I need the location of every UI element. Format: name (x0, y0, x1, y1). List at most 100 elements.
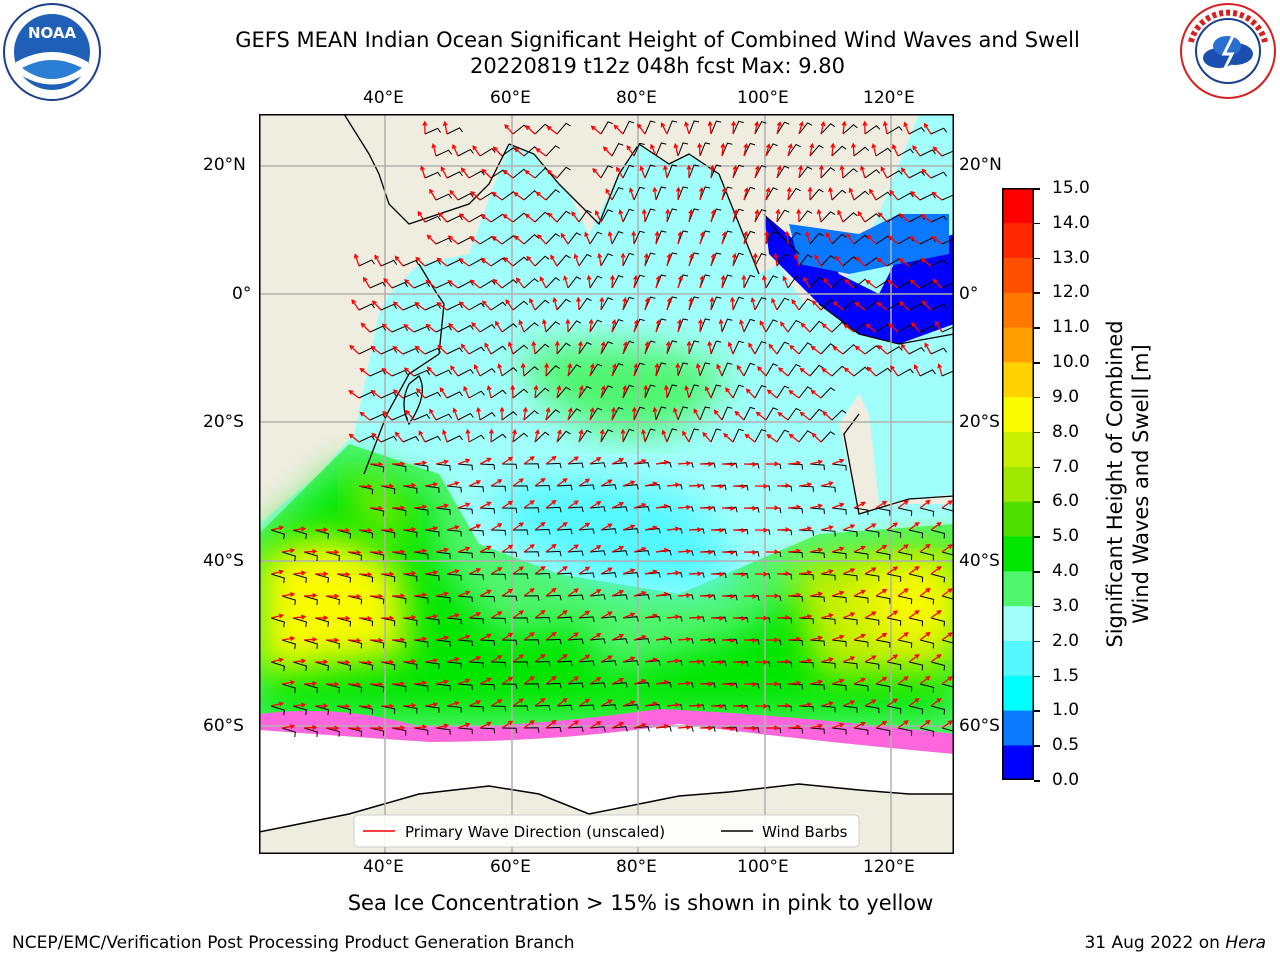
wave-direction-arrow (787, 636, 802, 642)
wave-direction-arrow (270, 613, 285, 619)
wind-barb (600, 484, 617, 490)
wind-barb (578, 253, 592, 267)
wind-barb (919, 149, 936, 157)
wave-direction-arrow (798, 614, 813, 620)
wave-direction-arrow (480, 257, 492, 267)
wave-direction-arrow (855, 256, 866, 267)
colorbar-tick-mark (1034, 745, 1040, 747)
wind-barb (941, 150, 954, 157)
wave-direction-arrow (699, 637, 714, 643)
wind-barb (809, 639, 825, 647)
wind-barb (523, 410, 539, 421)
wind-barb (886, 126, 903, 135)
wind-barb (699, 274, 711, 289)
wave-direction-arrow (413, 548, 428, 554)
wind-barb (864, 529, 880, 538)
wind-barb (545, 594, 562, 601)
wind-barb (941, 595, 954, 600)
wind-barb (501, 595, 518, 602)
wave-direction-arrow (710, 703, 725, 709)
wave-direction-arrow (880, 166, 888, 179)
wave-direction-arrow (435, 547, 450, 553)
wind-barb (567, 726, 584, 733)
wave-direction-arrow (534, 610, 546, 619)
wave-direction-arrow (358, 703, 373, 709)
colorbar-tick-label: 6.0 (1052, 491, 1080, 512)
colorbar-tick-label: 5.0 (1052, 526, 1080, 547)
wave-direction-arrow (675, 362, 681, 377)
wave-direction-arrow (821, 323, 833, 333)
wind-barb (908, 573, 924, 583)
wave-direction-arrow (941, 544, 953, 553)
wave-direction-arrow (468, 568, 482, 575)
wave-direction-arrow (380, 527, 395, 533)
wave-direction-arrow (314, 527, 329, 533)
wind-barb (886, 617, 902, 626)
wave-direction-arrow (686, 164, 692, 179)
wind-barb (314, 705, 330, 715)
wave-direction-arrow (578, 610, 591, 619)
wave-direction-arrow (798, 482, 813, 488)
wave-direction-arrow (545, 543, 557, 553)
wind-barb (501, 727, 518, 734)
wind-barb (402, 705, 418, 714)
wave-direction-arrow (592, 167, 602, 179)
wave-direction-arrow (660, 122, 668, 135)
colorbar-swatch (1002, 188, 1034, 224)
wind-barb (699, 406, 711, 421)
wave-direction-arrow (534, 698, 546, 707)
wind-barb (501, 279, 518, 289)
wind-barb (644, 208, 656, 223)
wave-direction-arrow (718, 318, 724, 333)
wave-direction-arrow (897, 588, 909, 597)
wave-direction-arrow (930, 653, 942, 663)
wind-barb (611, 186, 624, 201)
colorbar-tick-label: 1.5 (1052, 665, 1080, 686)
wave-direction-arrow (492, 278, 503, 289)
wave-direction-arrow (857, 210, 866, 223)
wind-barb (743, 230, 756, 245)
wind-barb (512, 661, 529, 667)
lat-tick-left: 20°N (203, 155, 246, 175)
wind-barb (358, 573, 374, 583)
wave-direction-arrow (675, 186, 681, 201)
colorbar-tick-mark (1034, 292, 1040, 294)
wave-direction-arrow (702, 431, 712, 443)
wind-barb (721, 230, 733, 245)
wave-direction-arrow (655, 319, 661, 333)
wave-direction-arrow (709, 296, 715, 311)
wind-barb (633, 142, 645, 157)
colorbar-tick-mark (1034, 257, 1040, 260)
wave-direction-arrow (732, 571, 747, 577)
wind-barb (677, 318, 689, 333)
wave-direction-arrow (754, 703, 769, 709)
wind-barb (457, 324, 474, 333)
wave-direction-arrow (776, 703, 791, 709)
wind-barb (875, 683, 891, 692)
wave-direction-arrow (864, 567, 877, 575)
wave-direction-arrow (292, 702, 307, 708)
wave-direction-arrow (654, 230, 660, 245)
colorbar-swatch (1002, 675, 1034, 711)
wind-barb (842, 573, 858, 581)
wind-barb (633, 230, 645, 245)
wave-direction-arrow (424, 614, 439, 619)
wave-direction-arrow (699, 681, 714, 687)
wave-direction-arrow (567, 500, 579, 509)
wind-barb (589, 407, 603, 421)
wind-barb (655, 142, 667, 157)
wave-direction-arrow (710, 571, 725, 577)
wave-direction-arrow (765, 143, 771, 157)
colorbar-swatch (1002, 431, 1034, 467)
wind-barb (556, 254, 571, 267)
wave-direction-arrow (431, 142, 437, 157)
wave-direction-arrow (684, 121, 690, 135)
wind-barb (468, 346, 485, 355)
wind-barb (501, 367, 518, 377)
wind-barb (292, 661, 307, 672)
wave-direction-arrow (771, 297, 778, 311)
lat-tick-left: 0° (232, 284, 252, 304)
wave-direction-arrow (600, 699, 613, 707)
wave-direction-arrow (336, 571, 351, 577)
wave-direction-arrow (424, 526, 439, 531)
